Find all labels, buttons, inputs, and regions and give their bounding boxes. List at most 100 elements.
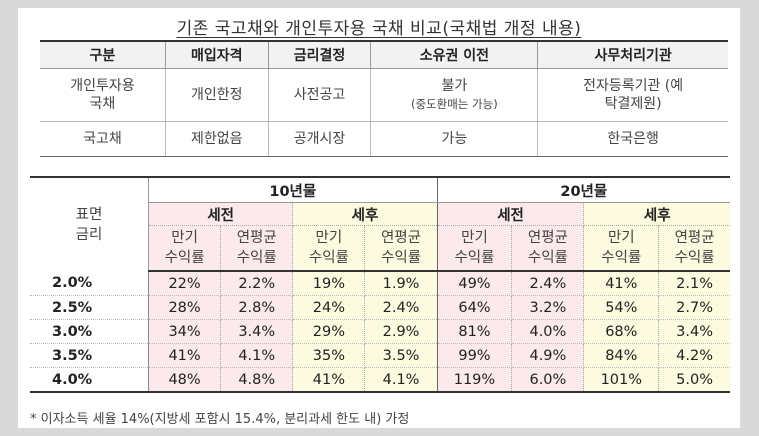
yield-value-cell: 41% xyxy=(292,367,366,393)
header-line2: 수익률 xyxy=(164,250,205,266)
yield-value-cell: 49% xyxy=(437,271,513,296)
header-line1: 연평균 xyxy=(236,230,277,246)
annual-yield-header: 연평균 수익률 xyxy=(364,225,438,272)
header-rate-decision: 금리결정 xyxy=(267,40,372,69)
yield-value-cell: 64% xyxy=(437,295,513,320)
header-line1: 만기 xyxy=(315,230,343,246)
annual-yield-header: 연평균 수익률 xyxy=(220,225,294,272)
coupon-rate-cell: 3.0% xyxy=(30,319,149,344)
yield-value-cell: 6.0% xyxy=(511,367,585,393)
header-ownership-transfer: 소유권 이전 xyxy=(370,40,539,69)
cell-rate: 공개시장 xyxy=(267,121,372,157)
pre-tax-20-header: 세전 xyxy=(437,202,585,226)
yield-value-cell: 4.8% xyxy=(220,367,294,393)
yield-row: 4.0% 48% 4.8% 41% 4.1% 119% 6.0% 101% 5.0% xyxy=(30,367,730,393)
comparison-row-treasury-bond: 국고채 제한없음 공개시장 가능 한국은행 xyxy=(40,121,728,157)
comparison-header-row: 구분 매입자격 금리결정 소유권 이전 사무처리기관 xyxy=(40,40,728,69)
yield-value-cell: 41% xyxy=(148,343,222,368)
yield-row: 3.5% 41% 4.1% 35% 3.5% 99% 4.9% 84% 4.2% xyxy=(30,343,730,368)
cell-type: 국고채 xyxy=(40,121,166,157)
yield-value-cell: 4.9% xyxy=(511,343,585,368)
cell-agency-line2: 탁결제원) xyxy=(604,96,662,112)
cell-eligibility: 제한없음 xyxy=(164,121,269,157)
document-card: 기존 국고채와 개인투자용 국채 비교(국채법 개정 내용) 구분 매입자격 금… xyxy=(18,8,740,428)
yield-value-cell: 35% xyxy=(292,343,366,368)
yield-value-cell: 1.9% xyxy=(364,271,438,296)
yield-value-cell: 3.4% xyxy=(658,319,730,344)
header-line1: 만기 xyxy=(461,230,488,246)
yield-value-cell: 3.2% xyxy=(511,295,585,320)
yield-row: 2.0% 22% 2.2% 19% 1.9% 49% 2.4% 41% 2.1% xyxy=(30,271,730,296)
comparison-table: 구분 매입자격 금리결정 소유권 이전 사무처리기관 개인투자용 국채 개인한정 … xyxy=(40,40,728,157)
yield-value-cell: 2.4% xyxy=(364,295,438,320)
cell-transfer-line1: 불가 xyxy=(441,78,468,94)
yield-value-cell: 41% xyxy=(583,271,660,296)
label-line2: 금리 xyxy=(75,226,103,243)
yield-tax-header-row: 세전 세후 세전 세후 xyxy=(30,202,730,226)
yield-value-cell: 101% xyxy=(583,367,660,393)
cell-transfer: 가능 xyxy=(370,121,539,157)
yield-value-cell: 2.4% xyxy=(511,271,585,296)
cell-rate: 사전공고 xyxy=(267,68,372,122)
yield-value-cell: 48% xyxy=(148,367,222,393)
yield-value-cell: 4.1% xyxy=(364,367,438,393)
yield-value-cell: 4.1% xyxy=(220,343,294,368)
label-line1: 표면 xyxy=(75,206,103,223)
yield-value-cell: 29% xyxy=(292,319,366,344)
cell-type-line1: 개인투자용 xyxy=(70,78,135,94)
yield-value-cell: 99% xyxy=(437,343,513,368)
yield-value-cell: 2.9% xyxy=(364,319,438,344)
cell-agency-line1: 전자등록기관 (예 xyxy=(583,78,684,94)
header-line1: 연평균 xyxy=(674,230,715,246)
post-tax-10-header: 세후 xyxy=(292,202,438,226)
header-eligibility: 매입자격 xyxy=(164,40,269,69)
header-agency: 사무처리기관 xyxy=(537,40,728,69)
yield-value-cell: 4.0% xyxy=(511,319,585,344)
header-line1: 연평균 xyxy=(381,230,422,246)
yield-value-cell: 5.0% xyxy=(658,367,730,393)
comparison-row-retail-bond: 개인투자용 국채 개인한정 사전공고 불가 (중도환매는 가능) 전자등록기관 (예… xyxy=(40,68,728,122)
term-20-header: 20년물 xyxy=(437,176,730,203)
cell-transfer-line2: (중도환매는 가능) xyxy=(411,97,498,111)
cell-transfer: 불가 (중도환매는 가능) xyxy=(370,68,539,122)
cell-agency: 한국은행 xyxy=(537,121,728,157)
yield-table: 표면 금리 10년물 20년물 세전 세후 세전 세후 만기 수익률 연평균 수익률 … xyxy=(30,176,730,393)
coupon-rate-cell: 2.5% xyxy=(30,295,149,320)
header-type: 구분 xyxy=(40,40,166,69)
yield-value-cell: 2.2% xyxy=(220,271,294,296)
header-line2: 수익률 xyxy=(601,250,642,266)
coupon-rate-cell: 3.5% xyxy=(30,343,149,368)
document-title: 기존 국고채와 개인투자용 국채 비교(국채법 개정 내용) xyxy=(18,14,740,39)
yield-value-cell: 3.4% xyxy=(220,319,294,344)
yield-table-body: 2.0% 22% 2.2% 19% 1.9% 49% 2.4% 41% 2.1% 2.5% 28% 2… xyxy=(30,271,730,393)
yield-value-cell: 81% xyxy=(437,319,513,344)
footnote: * 이자소득 세율 14%(지방세 포함시 15.4%, 분리과세 한도 내) … xyxy=(30,412,410,427)
annual-yield-header: 연평균 수익률 xyxy=(511,225,585,272)
header-line2: 수익률 xyxy=(454,250,495,266)
post-tax-20-header: 세후 xyxy=(583,202,730,226)
coupon-rate-cell: 4.0% xyxy=(30,367,149,393)
yield-value-cell: 68% xyxy=(583,319,660,344)
yield-row: 3.0% 34% 3.4% 29% 2.9% 81% 4.0% 68% 3.4% xyxy=(30,319,730,344)
yield-value-cell: 3.5% xyxy=(364,343,438,368)
header-line2: 수익률 xyxy=(674,250,715,266)
coupon-rate-cell: 2.0% xyxy=(30,271,149,296)
yield-value-cell: 4.2% xyxy=(658,343,730,368)
yield-value-cell: 2.8% xyxy=(220,295,294,320)
yield-column-header-row: 만기 수익률 연평균 수익률 만기 수익률 연평균 수익률 만기 수익률 연평균 수익률 만… xyxy=(30,225,730,272)
maturity-yield-header: 만기 수익률 xyxy=(292,225,366,272)
term-10-header: 10년물 xyxy=(148,176,438,203)
yield-value-cell: 84% xyxy=(583,343,660,368)
cell-eligibility: 개인한정 xyxy=(164,68,269,122)
maturity-yield-header: 만기 수익률 xyxy=(583,225,660,272)
header-line1: 만기 xyxy=(171,230,198,246)
yield-value-cell: 2.1% xyxy=(658,271,730,296)
header-line1: 연평균 xyxy=(527,230,568,246)
yield-value-cell: 19% xyxy=(292,271,366,296)
title-text: 기존 국고채와 개인투자용 국채 비교(국채법 개정 내용) xyxy=(176,19,582,39)
